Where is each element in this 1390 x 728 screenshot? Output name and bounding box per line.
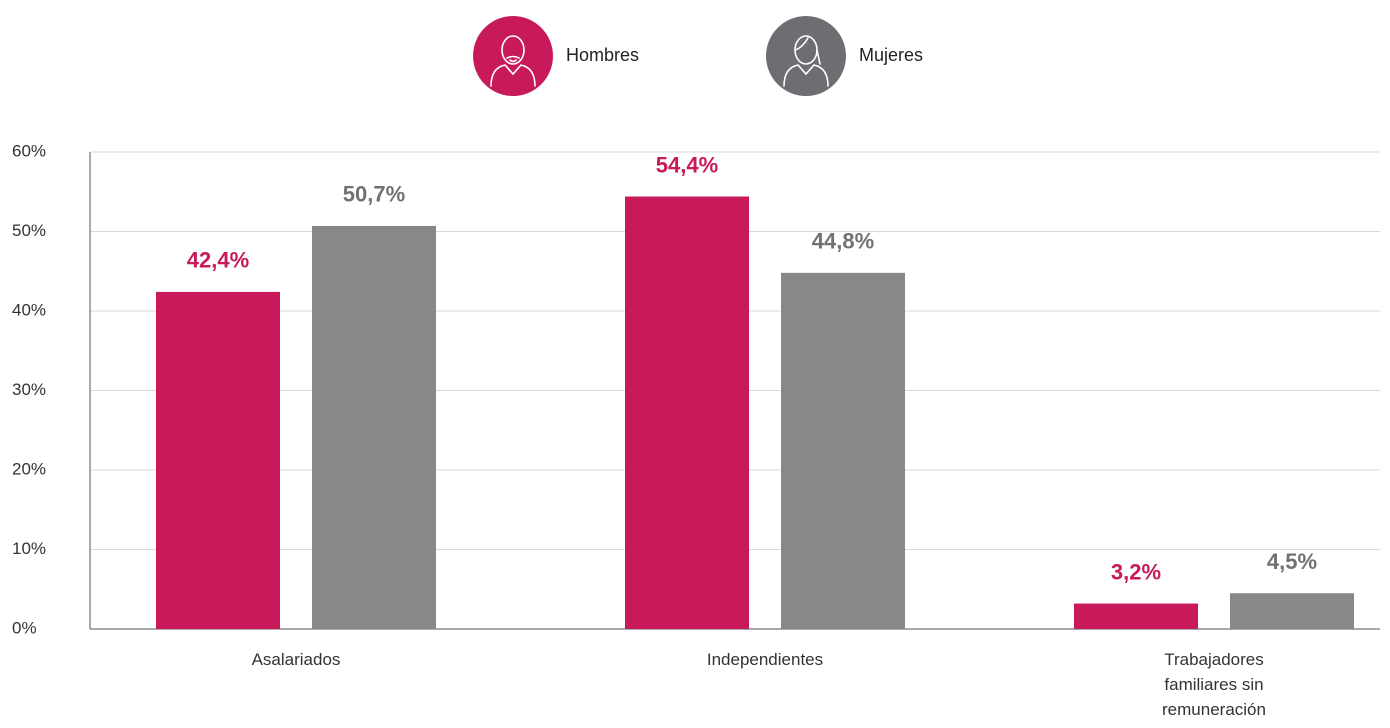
bar: [1074, 603, 1198, 629]
y-tick-label: 50%: [12, 221, 46, 240]
bar: [1230, 593, 1354, 629]
icon-body: [783, 64, 829, 87]
person-icon: [490, 35, 536, 87]
y-tick-label: 60%: [12, 141, 46, 160]
data-label: 50,7%: [343, 182, 405, 207]
y-tick-label: 0%: [12, 618, 37, 637]
icon-hair: [794, 37, 821, 65]
data-label: 54,4%: [656, 152, 718, 177]
bar: [312, 225, 436, 629]
legend-label: Mujeres: [859, 45, 923, 65]
bar: [156, 291, 280, 629]
legend-icon: [766, 16, 846, 96]
bar: [781, 272, 905, 629]
legend-item: Mujeres: [766, 16, 923, 96]
y-tick-label: 40%: [12, 300, 46, 319]
bar: [625, 196, 749, 629]
y-tick-label: 20%: [12, 459, 46, 478]
person-icon: [783, 35, 829, 87]
data-label: 3,2%: [1111, 559, 1161, 584]
data-label: 4,5%: [1267, 549, 1317, 574]
x-tick-label: Trabajadores familiares sin remuneración: [1162, 650, 1266, 719]
data-label: 44,8%: [812, 229, 874, 254]
legend-label: Hombres: [566, 45, 639, 65]
x-tick-label: Asalariados: [251, 650, 341, 669]
icon-head: [501, 35, 525, 65]
icon-beard: [506, 55, 520, 63]
x-tick-label: Independientes: [706, 650, 824, 669]
y-tick-label: 30%: [12, 380, 46, 399]
legend-item: Hombres: [473, 16, 639, 96]
y-tick-label: 10%: [12, 539, 46, 558]
data-label: 42,4%: [187, 248, 249, 273]
icon-body: [490, 64, 536, 87]
